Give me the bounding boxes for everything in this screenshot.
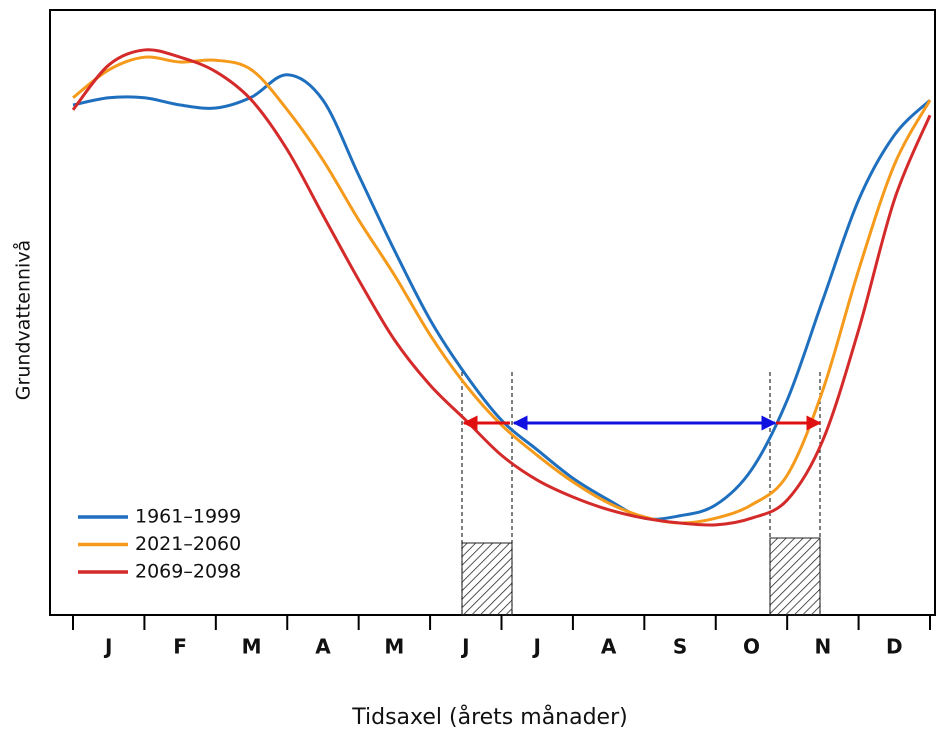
x-tick-label: O [743, 635, 760, 659]
annotations [461, 372, 821, 616]
x-tick-label: M [242, 635, 262, 659]
y-axis-label: Grundvattennivå [12, 240, 35, 400]
x-tick-label: A [601, 635, 617, 659]
x-tick-label: F [173, 635, 187, 659]
x-tick-label: J [531, 635, 540, 659]
x-tick-label: J [103, 635, 112, 659]
x-tick-label: J [460, 635, 469, 659]
legend-label: 2021–2060 [135, 533, 241, 555]
series-line [71, 48, 932, 527]
series-line [72, 55, 932, 525]
x-tick-label: M [384, 635, 404, 659]
x-tick-label: A [315, 635, 331, 659]
x-axis-label: Tidsaxel (årets månader) [351, 704, 627, 730]
x-tick-label: D [886, 635, 903, 659]
x-tick-label: S [673, 635, 687, 659]
series-line [72, 73, 932, 521]
legend-label: 1961–1999 [135, 506, 241, 528]
x-tick-label: N [815, 635, 832, 659]
hatched-period [461, 542, 513, 616]
hatched-period [769, 537, 821, 616]
legend-label: 2069–2098 [135, 561, 241, 583]
